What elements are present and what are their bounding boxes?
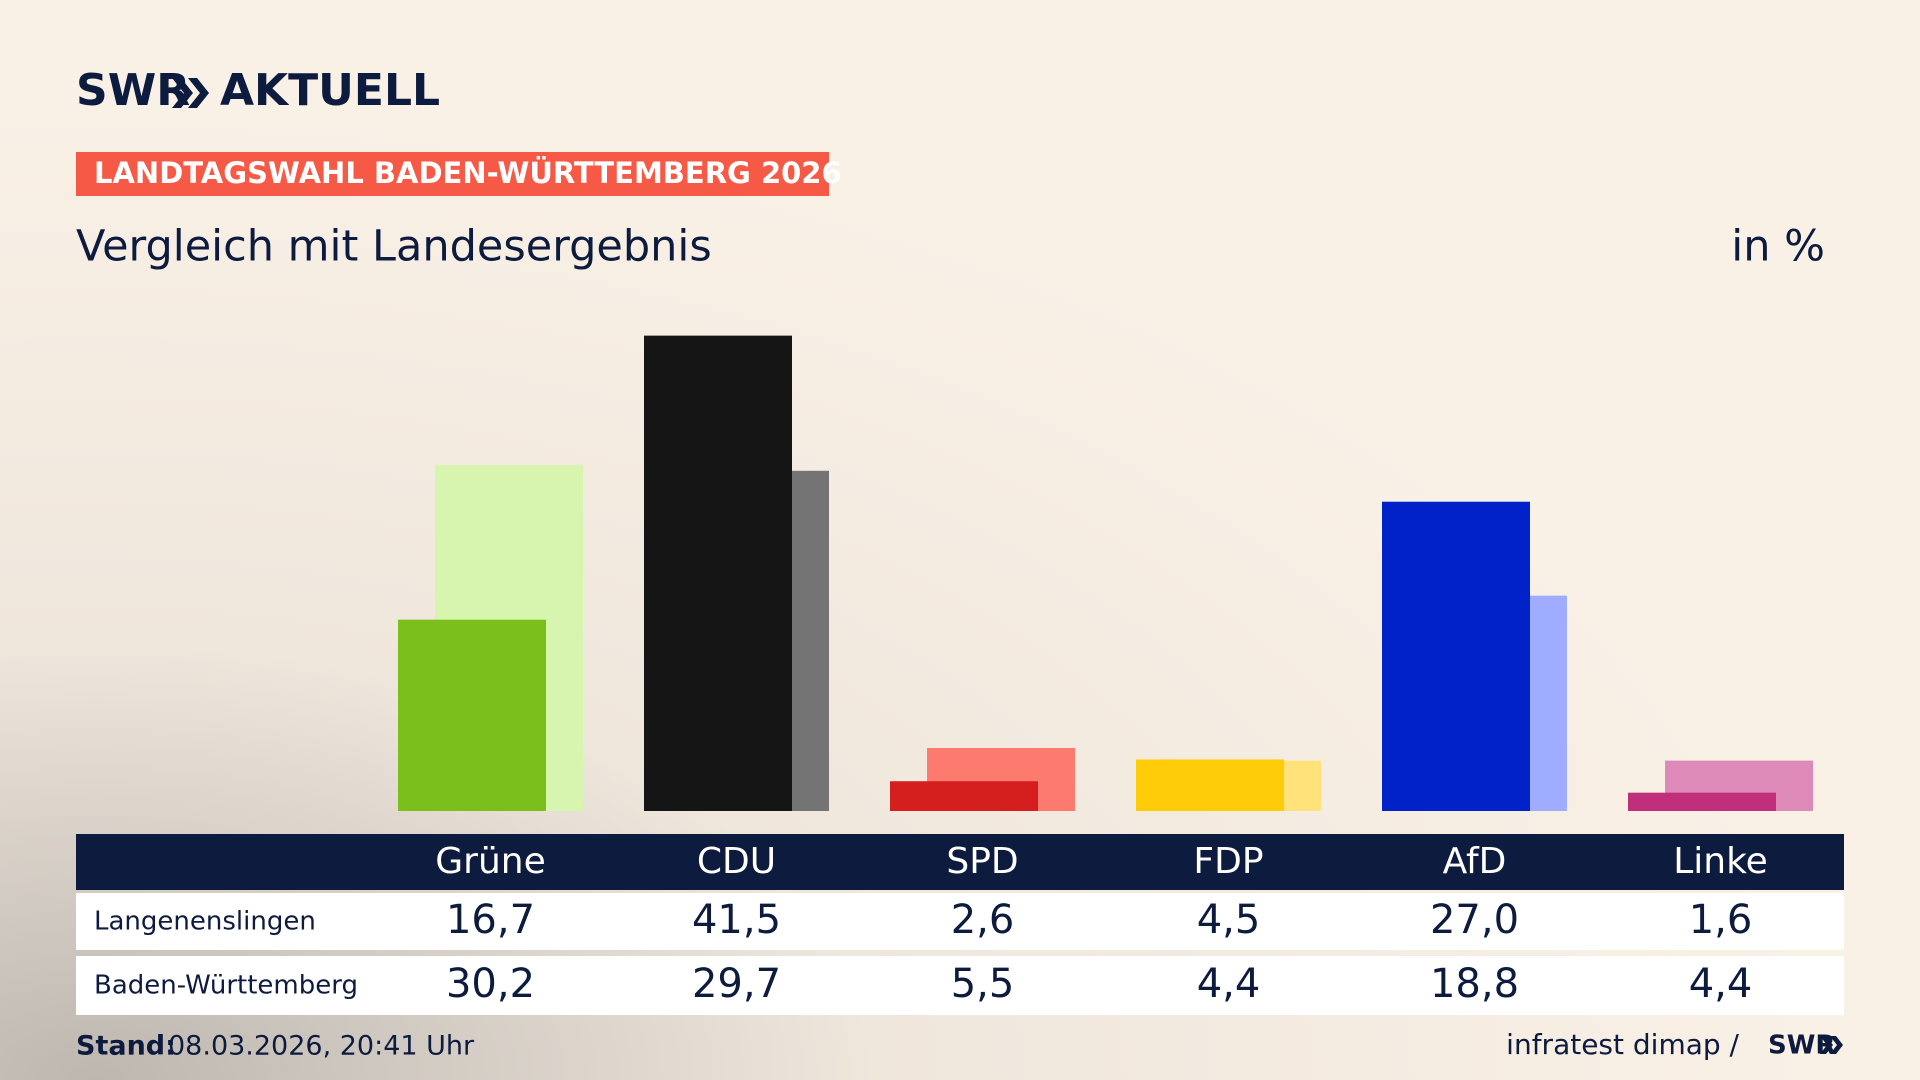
value-label: 4,4 [1197,961,1261,1007]
category-label: SPD [946,841,1018,882]
unit: in % [1731,222,1825,272]
value-label: 16,7 [446,897,535,943]
brand-chevrons [172,78,209,108]
value-label: 2,6 [951,897,1015,943]
table-row [76,956,1844,1015]
bar [890,781,1038,811]
category-label: Grüne [435,841,545,882]
brand-name: SWR [76,65,190,116]
bar [1382,501,1530,811]
table-header [76,834,1844,890]
row-label: Baden-Württemberg [94,971,358,1001]
table-row [76,893,1844,950]
category-label: CDU [697,841,776,882]
kicker: LANDTAGSWAHL BADEN-WÜRTTEMBERG 2026 [94,156,842,190]
value-label: 27,0 [1430,897,1519,943]
stand-label: Stand: [76,1031,176,1062]
source: infratest dimap / [1506,1028,1739,1061]
bar [398,619,546,811]
category-label: Linke [1673,841,1768,882]
value-label: 4,4 [1689,961,1753,1007]
category-label: AfD [1443,841,1507,882]
value-label: 4,5 [1197,897,1261,943]
source-chevrons [1820,1036,1843,1054]
kicker-box [76,152,829,196]
row-label: Langenenslingen [94,907,316,937]
value-label: 1,6 [1689,897,1753,943]
source-logo: SWR [1768,1031,1835,1061]
value-label: 30,2 [446,961,535,1007]
value-label: 5,5 [951,961,1015,1007]
value-label: 41,5 [692,897,781,943]
brand-product: AKTUELL [220,65,440,116]
category-label: FDP [1193,841,1263,882]
value-label: 18,8 [1430,961,1519,1007]
bar [644,335,792,811]
bar [1136,759,1284,811]
bar [1628,792,1776,811]
stand-value: 08.03.2026, 20:41 Uhr [168,1031,475,1062]
chart-title: Vergleich mit Landesergebnis [76,222,712,272]
value-label: 29,7 [692,961,781,1007]
